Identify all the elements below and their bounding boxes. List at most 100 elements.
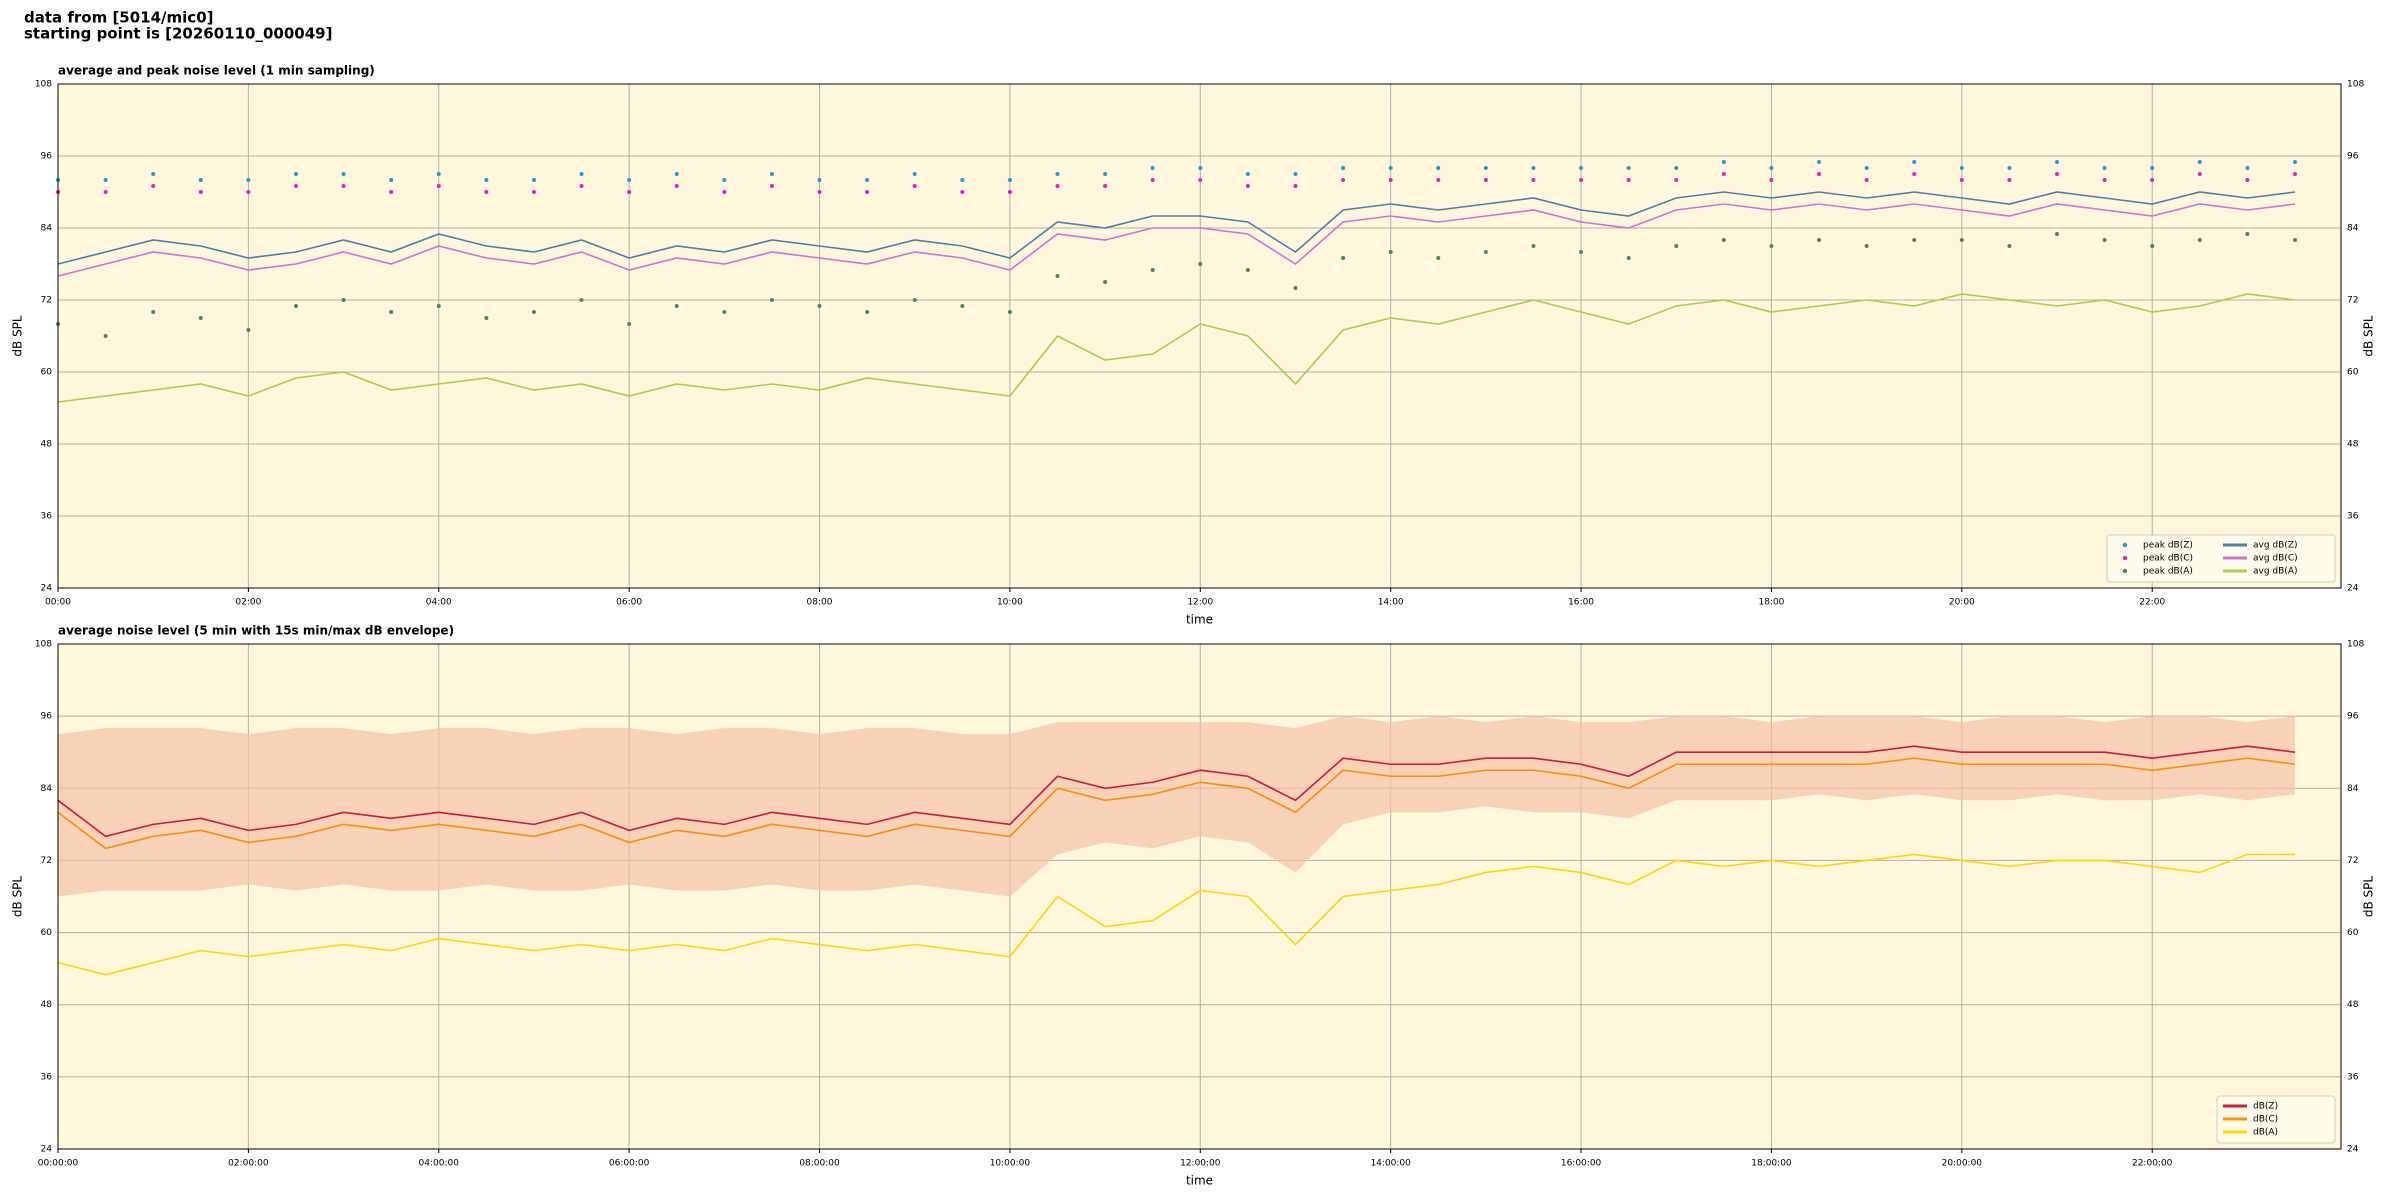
peak-dot bbox=[1626, 178, 1631, 182]
y-tick-label: 36 bbox=[2347, 1072, 2359, 1082]
peak-dot bbox=[769, 184, 774, 188]
y-tick-label: 24 bbox=[41, 584, 53, 594]
peak-dot bbox=[198, 178, 203, 182]
y-tick-label: 84 bbox=[41, 784, 53, 794]
peak-dot bbox=[1103, 184, 1108, 188]
y-tick-label: 96 bbox=[2347, 152, 2359, 162]
peak-dot bbox=[389, 190, 394, 194]
peak-dot bbox=[1864, 166, 1869, 170]
y-tick-label: 96 bbox=[41, 152, 53, 162]
legend-marker bbox=[2122, 568, 2128, 574]
peak-dot bbox=[2197, 160, 2202, 164]
legend-label: dB(Z) bbox=[2253, 1102, 2278, 1112]
peak-dot bbox=[246, 190, 251, 194]
peak-dot bbox=[1674, 166, 1679, 170]
y-tick-label: 72 bbox=[2347, 856, 2358, 866]
x-tick-label: 00:00 bbox=[45, 598, 71, 608]
peak-dot bbox=[2245, 166, 2250, 170]
peak-dot bbox=[2007, 166, 2012, 170]
peak-dot bbox=[198, 190, 203, 194]
x-tick-label: 22:00 bbox=[2139, 598, 2165, 608]
peak-dot bbox=[2102, 178, 2107, 182]
y-tick-label: 60 bbox=[41, 368, 53, 378]
peak-dot bbox=[960, 190, 965, 194]
x-tick-label: 06:00:00 bbox=[609, 1159, 650, 1169]
peak-dot bbox=[1959, 178, 1964, 182]
peak-dot bbox=[1626, 166, 1631, 170]
y-axis-label: dB SPL bbox=[11, 315, 25, 357]
peak-dot bbox=[1674, 244, 1679, 248]
x-tick-label: 04:00 bbox=[426, 598, 452, 608]
peak-dot bbox=[1483, 250, 1488, 254]
legend-label: peak dB(A) bbox=[2143, 567, 2193, 577]
peak-dot bbox=[1674, 178, 1679, 182]
peak-dot bbox=[1007, 310, 1012, 314]
peak-dot bbox=[1721, 172, 1726, 176]
peak-dot bbox=[1436, 178, 1441, 182]
legend-box bbox=[2106, 534, 2336, 583]
peak-dot bbox=[2055, 172, 2060, 176]
peak-dot bbox=[1721, 238, 1726, 242]
y-axis-label: dB SPL bbox=[2362, 876, 2376, 918]
legend-label: peak dB(C) bbox=[2143, 554, 2193, 564]
x-axis-label: time bbox=[1186, 613, 1213, 627]
x-tick-label: 02:00:00 bbox=[228, 1159, 269, 1169]
y-tick-label: 60 bbox=[2347, 928, 2359, 938]
header-line: data from [5014/mic0] bbox=[24, 9, 214, 27]
x-tick-label: 12:00 bbox=[1187, 598, 1213, 608]
series-line bbox=[57, 757, 2296, 850]
peak-dot bbox=[1721, 160, 1726, 164]
peak-dot bbox=[1817, 172, 1822, 176]
y-tick-label: 108 bbox=[2347, 640, 2364, 650]
y-tick-label: 72 bbox=[2347, 296, 2358, 306]
y-tick-label: 84 bbox=[2347, 784, 2359, 794]
peak-dot bbox=[912, 184, 917, 188]
peak-dot bbox=[1531, 178, 1536, 182]
peak-dot bbox=[1483, 178, 1488, 182]
peak-dot bbox=[1341, 166, 1346, 170]
peak-dot bbox=[1198, 166, 1203, 170]
peak-dot bbox=[1293, 184, 1298, 188]
x-tick-label: 10:00 bbox=[997, 598, 1023, 608]
peak-dot bbox=[2292, 172, 2297, 176]
peak-dot bbox=[151, 172, 156, 176]
peak-dot bbox=[817, 304, 822, 308]
peak-dot bbox=[1293, 286, 1298, 290]
peak-dot bbox=[1293, 172, 1298, 176]
y-tick-label: 84 bbox=[41, 224, 53, 234]
peak-dot bbox=[2292, 238, 2297, 242]
peak-dot bbox=[531, 310, 536, 314]
y-axis-label: dB SPL bbox=[2362, 315, 2376, 357]
y-tick-label: 36 bbox=[2347, 512, 2359, 522]
peak-dot bbox=[1959, 166, 1964, 170]
x-tick-label: 18:00:00 bbox=[1751, 1159, 1792, 1169]
peak-dot bbox=[1007, 190, 1012, 194]
legend-label: dB(A) bbox=[2253, 1128, 2278, 1138]
chart-title: average and peak noise level (1 min samp… bbox=[58, 64, 375, 78]
peak-dot bbox=[579, 298, 584, 302]
peak-dot bbox=[1912, 172, 1917, 176]
series-line bbox=[57, 191, 2296, 265]
peak-dot bbox=[2150, 244, 2155, 248]
peak-dot bbox=[817, 178, 822, 182]
x-tick-label: 22:00:00 bbox=[2132, 1159, 2173, 1169]
peak-dot bbox=[1912, 160, 1917, 164]
y-tick-label: 48 bbox=[2347, 440, 2359, 450]
x-tick-label: 20:00 bbox=[1949, 598, 1975, 608]
plot-area bbox=[58, 84, 2341, 588]
peak-dot bbox=[1388, 250, 1393, 254]
peak-dot bbox=[1531, 166, 1536, 170]
peak-dot bbox=[2245, 178, 2250, 182]
y-tick-label: 96 bbox=[41, 712, 53, 722]
peak-dot bbox=[865, 310, 870, 314]
peak-dot bbox=[1103, 280, 1108, 284]
peak-dot bbox=[103, 334, 108, 338]
peak-dot bbox=[769, 298, 774, 302]
peak-dot bbox=[1579, 250, 1584, 254]
x-tick-label: 04:00:00 bbox=[419, 1159, 460, 1169]
peak-dot bbox=[531, 178, 536, 182]
peak-dot bbox=[1198, 262, 1203, 266]
y-tick-label: 60 bbox=[41, 928, 53, 938]
x-tick-label: 18:00 bbox=[1758, 598, 1784, 608]
peak-dot bbox=[151, 310, 156, 314]
